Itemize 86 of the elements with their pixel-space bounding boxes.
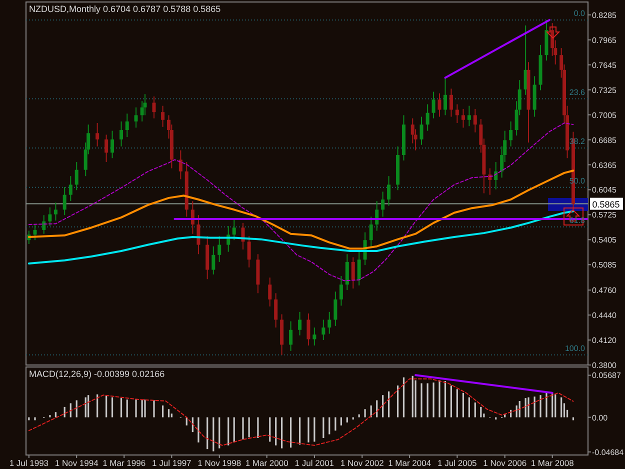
x-tick-label: 1 Mar 1996	[102, 458, 146, 468]
y-tick-label: 0.4760	[592, 286, 618, 296]
y-tick-label: 0.6365	[592, 160, 618, 170]
candlestick	[432, 91, 436, 119]
candlestick	[438, 92, 442, 118]
chart-title: NZDUSD,Monthly 0.6704 0.6787 0.5788 0.5865	[29, 4, 221, 14]
candlestick	[298, 311, 302, 336]
annotation: 23.6	[569, 88, 586, 97]
candlestick	[42, 214, 46, 234]
y-tick-label: 0.5085	[592, 260, 618, 270]
x-tick-label: 1 Nov 2002	[340, 458, 384, 468]
candlestick	[120, 120, 124, 147]
candlestick	[125, 113, 129, 138]
candlestick	[62, 186, 66, 216]
candlestick	[68, 176, 72, 202]
candlestick	[134, 106, 138, 128]
ref-line-label: 0.5865	[592, 199, 620, 210]
candlestick	[232, 218, 236, 241]
candlestick	[247, 236, 251, 268]
y-tick-label: 0.05687	[592, 371, 622, 380]
candlestick	[387, 176, 391, 206]
candlestick	[110, 130, 114, 159]
candlestick	[312, 327, 316, 346]
candlestick	[334, 291, 338, 326]
y-tick-label: 0.5405	[592, 236, 618, 245]
candlestick	[212, 246, 216, 275]
candlestick	[381, 191, 385, 218]
candlestick	[161, 105, 165, 128]
y-tick-label: 0.6685	[592, 136, 618, 145]
x-tick-label: 1 Mar 2004	[388, 458, 432, 468]
candlestick	[509, 120, 513, 147]
candlestick	[274, 292, 278, 328]
candlestick	[345, 254, 349, 291]
x-tick-label: 1 Jul 1997	[152, 458, 192, 468]
x-tick-label: 1 Nov 1994	[54, 458, 99, 468]
candlestick	[420, 116, 424, 146]
candlestick	[268, 277, 272, 307]
candlestick	[48, 206, 52, 227]
x-tick-label: 1 Mar 2000	[245, 458, 289, 468]
candlestick	[96, 122, 100, 147]
candlestick	[74, 162, 78, 191]
y-tick-label: 0.3800	[592, 361, 618, 370]
x-tick-label: 1 Jul 1993	[9, 458, 49, 468]
candlestick	[328, 311, 332, 334]
candlestick	[351, 256, 355, 289]
y-tick-label: 0.7005	[592, 110, 618, 120]
candlestick	[357, 250, 361, 286]
candlestick	[104, 134, 108, 163]
y-tick-label: 0.4120	[592, 336, 618, 346]
annotation: 0.0	[574, 8, 586, 18]
x-tick-label: 1 Jul 2001	[294, 458, 334, 468]
candlestick	[33, 224, 37, 241]
candlestick	[196, 214, 200, 255]
x-tick-label: 1 Mar 2008	[530, 458, 574, 468]
candlestick	[449, 88, 453, 118]
candlestick	[54, 202, 58, 222]
candlestick	[322, 319, 326, 341]
candlestick	[473, 108, 477, 133]
line-series	[28, 378, 574, 446]
x-tick-label: 1 Jul 2005	[438, 458, 478, 468]
candlestick	[178, 150, 182, 180]
candlestick	[306, 312, 310, 346]
y-tick-label: 0.8285	[592, 10, 618, 20]
candlestick	[339, 276, 343, 306]
y-tick-label: 0.4440	[592, 311, 618, 320]
x-tick-label: 1 Nov 2006	[483, 458, 527, 468]
candlestick	[461, 108, 465, 128]
y-tick-label: 0.7645	[592, 60, 618, 70]
candlestick	[467, 105, 471, 127]
annotation: 100.0	[564, 344, 586, 353]
candlestick	[369, 216, 373, 247]
y-tick-label: 0.7965	[592, 36, 618, 45]
y-tick-label: 0.5725	[592, 210, 618, 220]
candlestick	[455, 104, 459, 124]
y-tick-label: 0.7325	[592, 86, 618, 95]
annotation: 61.8	[569, 216, 586, 225]
candlestick	[218, 236, 222, 262]
candlestick	[289, 320, 293, 352]
x-tick-label: 1 Nov 1998	[198, 458, 242, 468]
candlestick	[152, 96, 156, 119]
y-tick-label: 0.00	[592, 413, 608, 422]
candlestick	[444, 77, 448, 116]
y-tick-label: -0.04684	[592, 448, 624, 457]
chart-title: MACD(12,26,9) -0.00399 0.02166	[29, 369, 165, 379]
candlestick	[426, 104, 430, 132]
y-tick-label: 0.6045	[592, 186, 618, 195]
